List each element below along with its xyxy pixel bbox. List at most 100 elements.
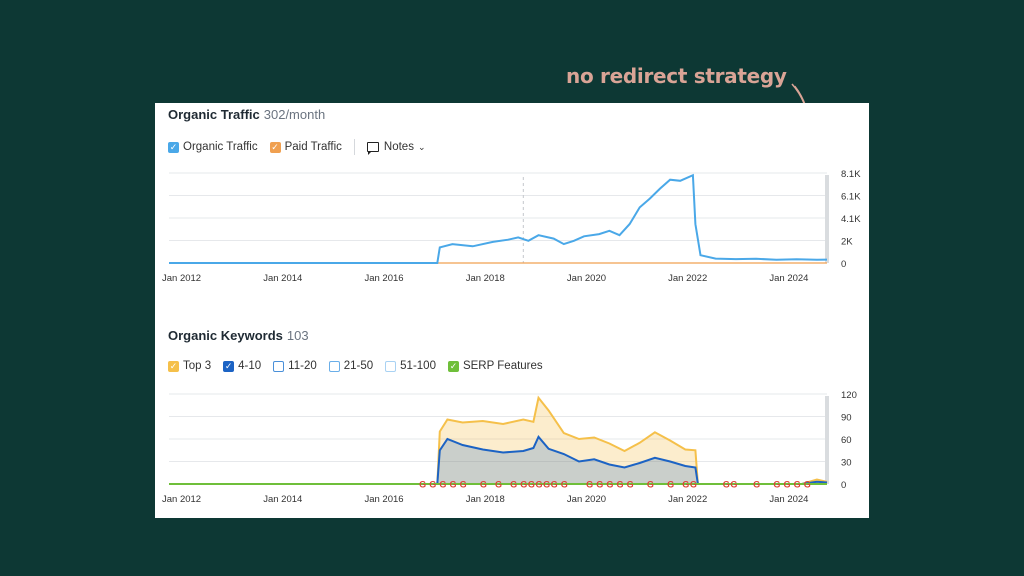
y-tick-label: 90 — [841, 413, 852, 424]
keywords-title-row: Organic Keywords 103 — [168, 328, 309, 343]
x-tick-label: Jan 2014 — [263, 273, 302, 284]
google-g-icon: G — [449, 480, 456, 490]
google-g-icon: G — [804, 480, 811, 490]
chart-right-band — [825, 175, 829, 263]
google-g-icon: G — [647, 480, 654, 490]
y-tick-label: 0 — [841, 480, 846, 491]
x-tick-label: Jan 2024 — [769, 494, 808, 505]
google-g-icon: G — [510, 480, 517, 490]
x-tick-label: Jan 2022 — [668, 273, 707, 284]
series-4-10-fill — [169, 436, 827, 484]
checkbox-checked-icon[interactable]: ✓ — [223, 360, 235, 372]
legend-serp-features[interactable]: ✓ SERP Features — [447, 360, 543, 372]
series-top3-fill — [169, 397, 827, 484]
chart-right-band — [825, 396, 829, 484]
legend-divider — [353, 139, 355, 155]
keywords-legend: ✓ Top 3 ✓ 4-10 11-20 21-50 51-100 ✓ SERP… — [168, 360, 555, 372]
y-tick-label: 60 — [841, 435, 852, 446]
google-g-icon: G — [535, 480, 542, 490]
checkbox-checked-icon[interactable]: ✓ — [168, 360, 179, 372]
legend-organic-traffic[interactable]: ✓ Organic Traffic — [168, 141, 258, 153]
google-g-icon: G — [460, 480, 467, 490]
traffic-title-row: Organic Traffic 302/month — [168, 107, 325, 122]
x-tick-label: Jan 2012 — [162, 273, 201, 284]
legend-top3-label: Top 3 — [183, 360, 212, 372]
google-g-icon: G — [596, 480, 603, 490]
legend-paid-traffic[interactable]: ✓ Paid Traffic — [269, 141, 342, 153]
checkbox-checked-icon[interactable]: ✓ — [447, 360, 459, 372]
legend-4-10-label: 4-10 — [238, 360, 262, 372]
x-tick-label: Jan 2020 — [567, 273, 606, 284]
x-tick-label: Jan 2016 — [364, 494, 403, 505]
y-tick-label: 120 — [841, 390, 857, 401]
y-tick-label: 6.1K — [841, 192, 861, 203]
y-tick-label: 0 — [841, 259, 846, 270]
chevron-down-icon: ⌄ — [417, 141, 426, 152]
x-tick-label: Jan 2018 — [466, 494, 505, 505]
analytics-card: Organic Traffic 302/month ✓ Organic Traff… — [155, 103, 869, 518]
keywords-chart: 0 30 60 90 120 Jan 2012 Jan 2014 Jan 2016 Jan 20… — [162, 390, 857, 505]
x-tick-label: Jan 2020 — [567, 494, 606, 505]
legend-51-100-label: 51-100 — [400, 360, 436, 372]
checkbox-checked-icon[interactable]: ✓ — [168, 141, 179, 153]
google-g-icon: G — [429, 480, 436, 490]
legend-21-50[interactable]: 21-50 — [328, 360, 374, 372]
google-g-icon: G — [551, 480, 558, 490]
comment-icon — [366, 142, 379, 155]
checkbox-checked-icon[interactable]: ✓ — [269, 141, 281, 153]
y-tick-label: 30 — [841, 458, 852, 469]
google-g-icon: G — [528, 480, 535, 490]
y-tick-label: 2K — [841, 237, 853, 248]
google-g-icon: G — [753, 480, 760, 490]
notes-dropdown[interactable]: Notes ⌄ — [366, 141, 426, 155]
keywords-value: 103 — [286, 328, 309, 343]
legend-51-100[interactable]: 51-100 — [385, 360, 436, 372]
traffic-value: 302/month — [263, 107, 326, 122]
legend-4-10[interactable]: ✓ 4-10 — [223, 360, 261, 372]
legend-11-20-label: 11-20 — [288, 360, 317, 372]
google-g-icon: G — [480, 480, 487, 490]
traffic-title: Organic Traffic — [168, 107, 260, 122]
google-g-icon: G — [561, 480, 568, 490]
checkbox-unchecked-icon[interactable] — [328, 360, 340, 372]
x-tick-label: Jan 2022 — [668, 494, 707, 505]
legend-paid-label: Paid Traffic — [284, 141, 342, 153]
google-g-icon: G — [730, 480, 737, 490]
google-g-icon: G — [543, 480, 550, 490]
checkbox-unchecked-icon[interactable] — [273, 360, 285, 372]
traffic-legend: ✓ Organic Traffic ✓ Paid Traffic Notes ⌄ — [168, 139, 438, 155]
google-g-icon: G — [794, 480, 801, 490]
traffic-chart: 0 2K 4.1K 6.1K 8.1K Jan 2012 Jan 2014 Jan 2016 J… — [162, 169, 861, 284]
google-g-icon: G — [520, 480, 527, 490]
series-organic-traffic — [169, 173, 828, 264]
google-g-icon: G — [784, 480, 791, 490]
google-g-icon: G — [690, 480, 697, 490]
x-tick-label: Jan 2024 — [769, 273, 808, 284]
x-tick-label: Jan 2016 — [364, 273, 403, 284]
keywords-title: Organic Keywords — [168, 328, 283, 343]
google-g-icon: G — [419, 480, 426, 490]
google-g-icon: G — [606, 480, 613, 490]
legend-top3[interactable]: ✓ Top 3 — [168, 360, 211, 372]
google-g-icon: G — [773, 480, 780, 490]
x-tick-label: Jan 2012 — [162, 494, 201, 505]
checkbox-unchecked-icon[interactable] — [385, 360, 397, 372]
legend-organic-label: Organic Traffic — [183, 141, 258, 153]
google-g-icon: G — [495, 480, 502, 490]
legend-serp-label: SERP Features — [462, 360, 543, 372]
google-g-icon: G — [586, 480, 593, 490]
series-4-10 — [169, 434, 828, 485]
annotation-text: no redirect strategy — [566, 64, 787, 88]
x-tick-label: Jan 2014 — [263, 494, 302, 505]
notes-label: Notes — [383, 141, 414, 153]
google-g-icon: G — [627, 480, 634, 490]
google-g-icon: G — [616, 480, 623, 490]
legend-11-20[interactable]: 11-20 — [273, 360, 317, 372]
google-g-icon: G — [682, 480, 689, 490]
google-g-icon: G — [439, 480, 446, 490]
google-g-icon: G — [667, 480, 674, 490]
y-tick-label: 4.1K — [841, 214, 861, 225]
legend-21-50-label: 21-50 — [343, 360, 374, 372]
y-tick-label: 8.1K — [841, 169, 861, 180]
google-g-icon: G — [723, 480, 730, 490]
